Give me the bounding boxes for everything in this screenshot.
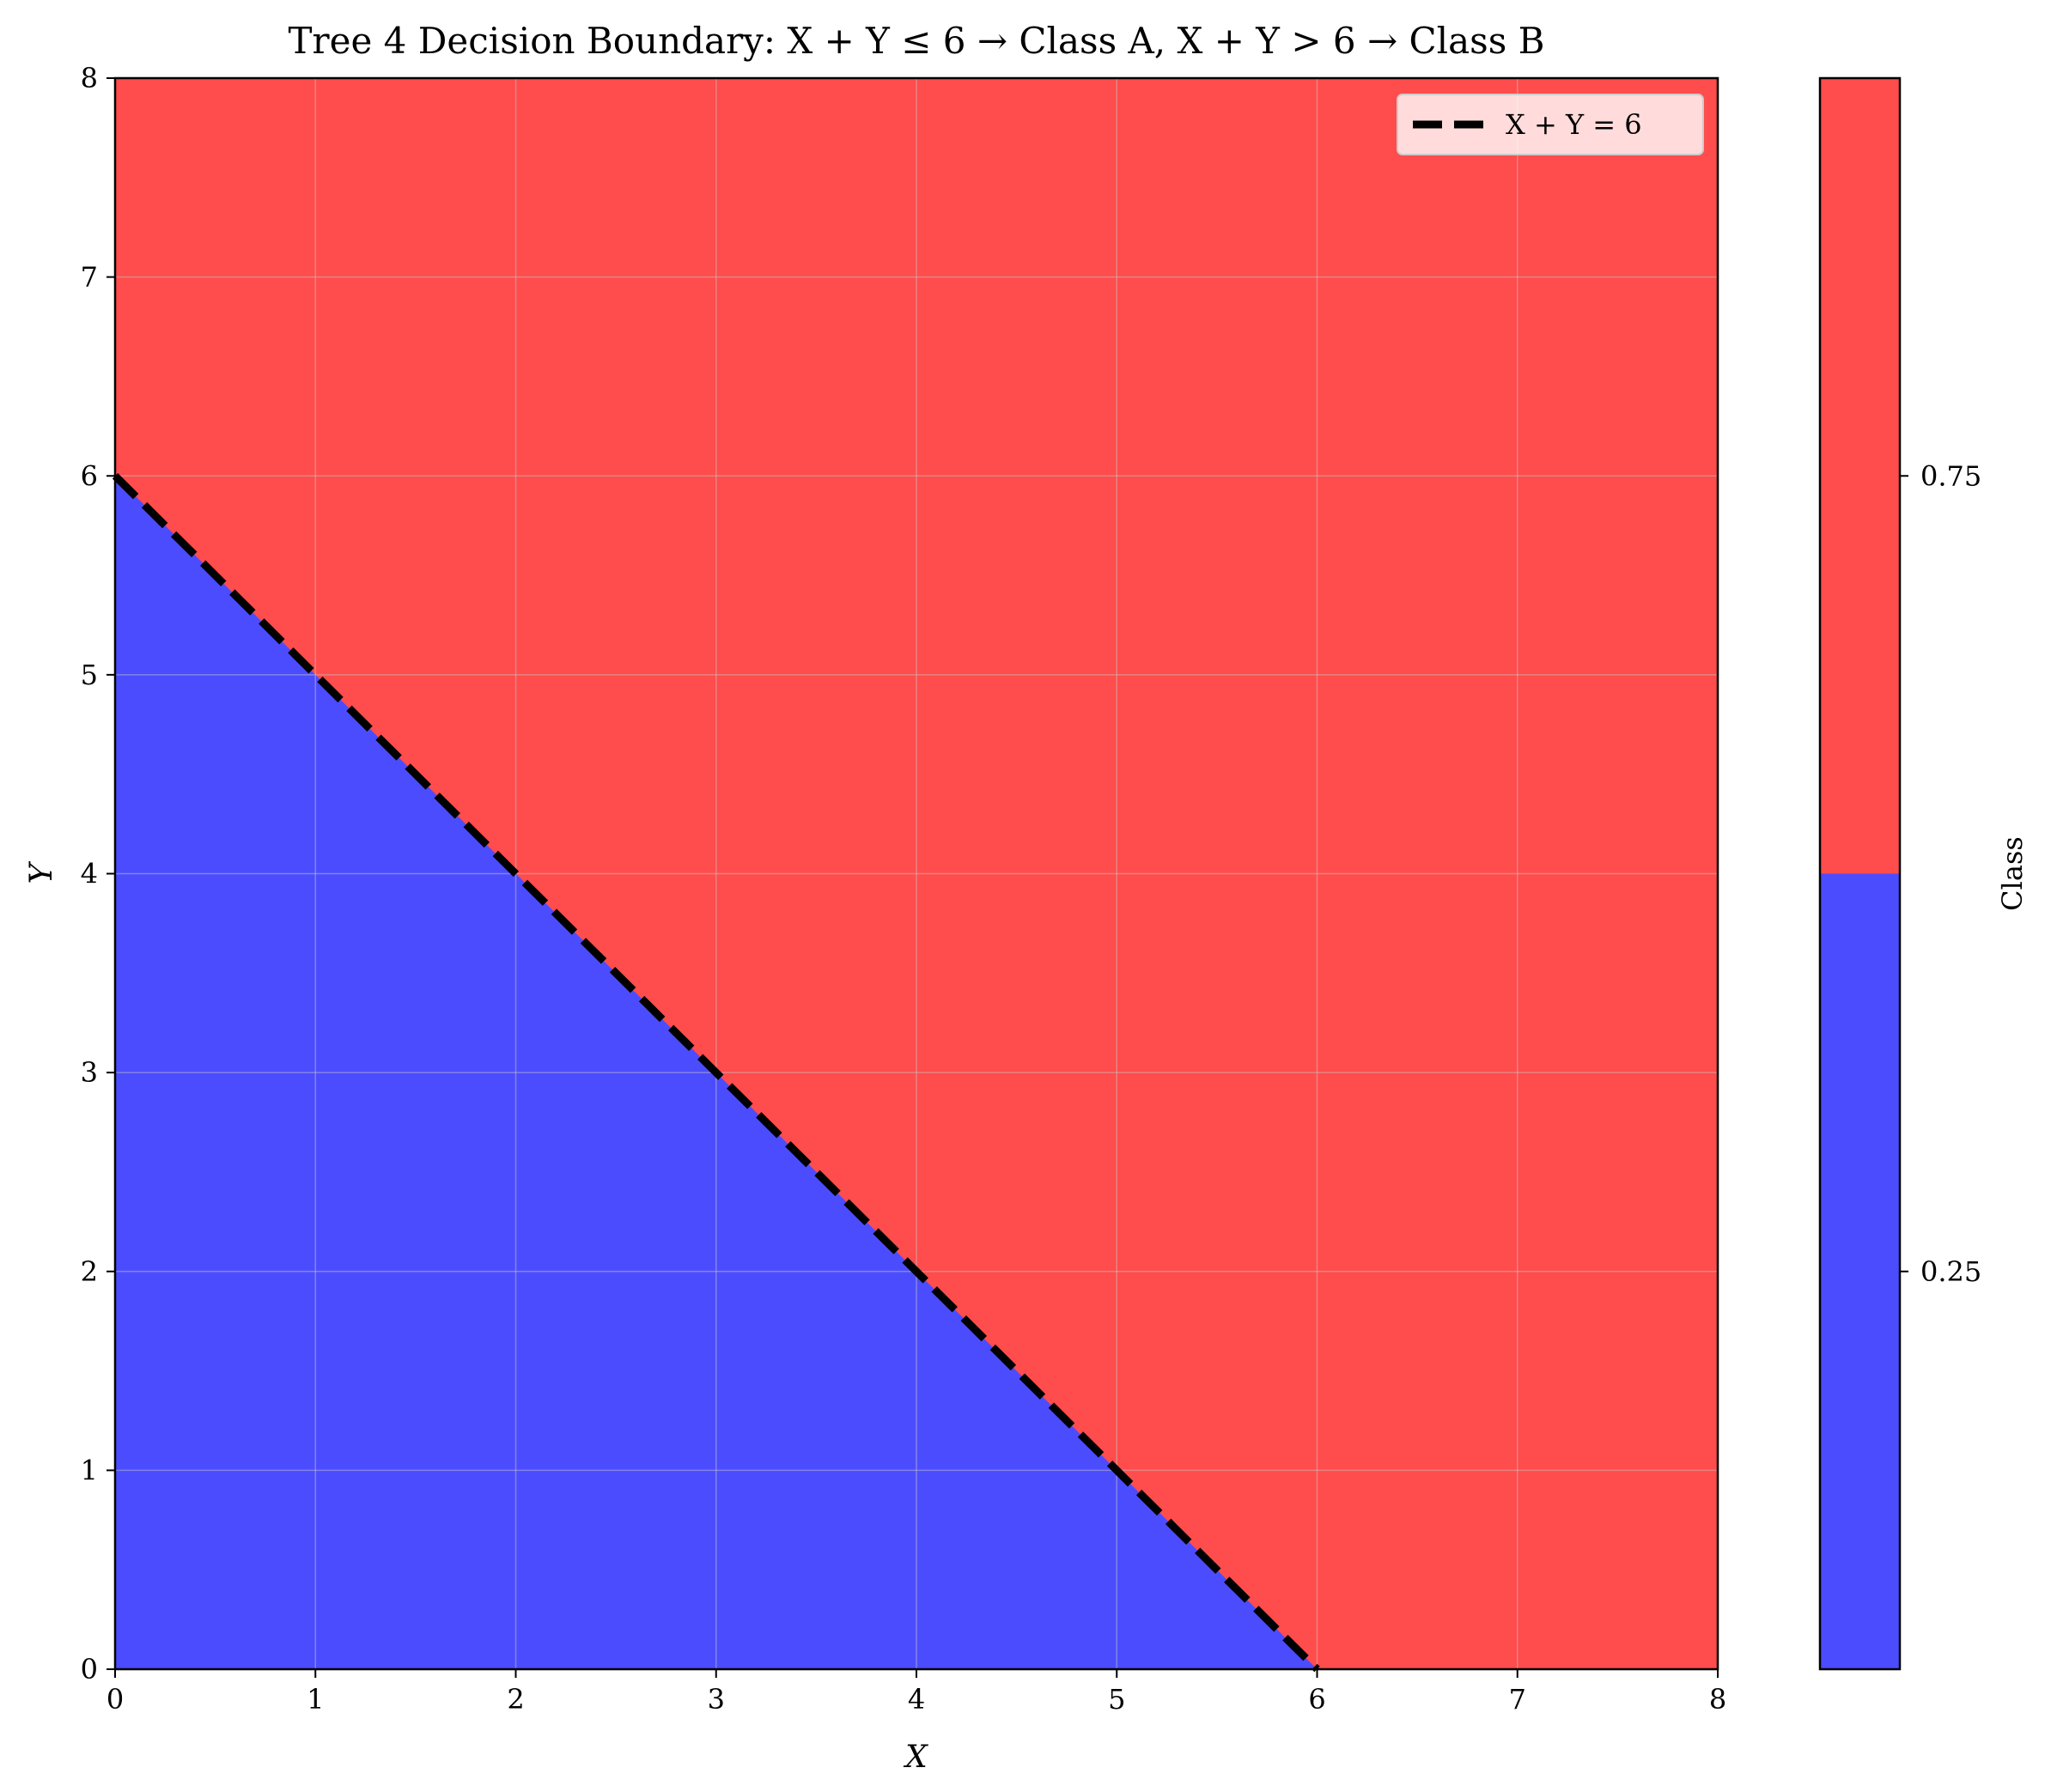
y-tick-label-0: 0	[81, 1653, 98, 1686]
x-axis-label: X	[903, 1740, 928, 1775]
colorbar-tick-label-1: 0.75	[1920, 459, 1981, 492]
y-tick-label-5: 5	[81, 659, 98, 691]
y-tick-label-4: 4	[81, 858, 98, 890]
y-tick-label-6: 6	[81, 459, 98, 492]
colorbar-frame	[1818, 76, 1902, 1671]
x-tick-label-8: 8	[1709, 1683, 1726, 1716]
y-tick-label-3: 3	[81, 1056, 98, 1089]
x-tick-label-7: 7	[1509, 1683, 1526, 1716]
y-axis-label: Y	[24, 860, 59, 884]
boundary-line	[112, 473, 1320, 1673]
x-tick-label-4: 4	[908, 1683, 925, 1716]
y-tick-label-7: 7	[81, 261, 98, 294]
x-tick-label-1: 1	[307, 1683, 324, 1716]
colorbar-tick-label-0: 0.25	[1920, 1255, 1981, 1288]
x-tick-label-6: 6	[1308, 1683, 1325, 1716]
x-tick-label-0: 0	[107, 1683, 124, 1716]
legend-label: X + Y = 6	[1506, 108, 1642, 141]
colorbar-label: Class	[1996, 836, 2029, 911]
colorbar-segment-class-b	[1820, 78, 1900, 874]
x-tick-label-5: 5	[1108, 1683, 1125, 1716]
chart-title: Tree 4 Decision Boundary: X + Y ≤ 6 → Cl…	[289, 20, 1545, 62]
legend-box	[1397, 94, 1704, 155]
y-tick-label-1: 1	[81, 1454, 98, 1486]
y-tick-label-8: 8	[81, 62, 98, 94]
colorbar-segment-class-a	[1820, 873, 1900, 1669]
y-tick-label-2: 2	[81, 1255, 98, 1288]
x-tick-label-2: 2	[507, 1683, 524, 1716]
x-tick-label-3: 3	[708, 1683, 725, 1716]
